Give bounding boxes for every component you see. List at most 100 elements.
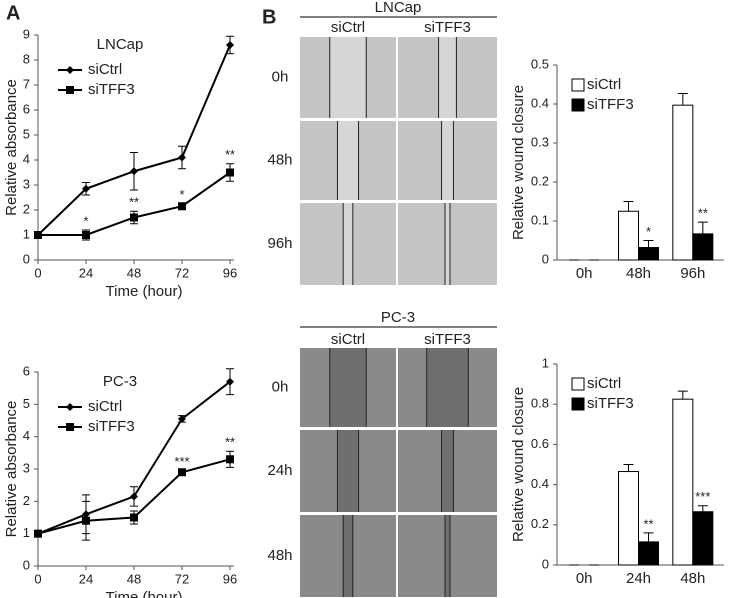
row-label: 96h	[267, 235, 292, 252]
y-tick-label: 0.2	[531, 173, 549, 188]
legend-label: siTFF3	[88, 418, 135, 435]
legend-label: siTFF3	[587, 96, 634, 113]
legend-label: siCtrl	[88, 398, 122, 415]
significance: ***	[695, 489, 710, 504]
chart-title: PC-3	[103, 373, 137, 390]
bar	[672, 398, 694, 566]
wound-gap	[438, 37, 457, 118]
legend-swatch	[571, 377, 585, 391]
point	[226, 41, 234, 49]
x-axis-label: Time (hour)	[106, 589, 183, 598]
legend-label: siCtrl	[587, 375, 621, 392]
micrograph-title: LNCap	[375, 0, 422, 16]
y-tick-label: 0.2	[531, 516, 549, 531]
error-bar	[677, 92, 688, 106]
x-tick-label: 72	[175, 571, 189, 586]
y-tick-label: 1	[23, 226, 30, 241]
y-tick-label: 6	[23, 101, 30, 116]
legend-label: siCtrl	[587, 76, 621, 93]
legend-swatch	[571, 78, 585, 92]
column-label: siTFF3	[424, 331, 471, 348]
point	[34, 529, 42, 538]
bar	[638, 247, 659, 261]
point	[82, 184, 90, 193]
point	[130, 167, 138, 176]
error-bar	[697, 221, 708, 234]
y-tick-label: 2	[23, 201, 30, 216]
y-axis-label: Relative absorbance	[3, 79, 20, 216]
y-axis-label: Relative wound closure	[510, 387, 527, 542]
error-bar	[643, 240, 654, 248]
wound-gap	[337, 121, 359, 200]
point	[34, 231, 42, 239]
y-tick-label: 5	[23, 126, 30, 141]
wound-gap	[329, 348, 367, 427]
y-tick-label: 8	[23, 51, 30, 66]
error-bar	[623, 201, 634, 212]
row-label: 48h	[267, 547, 292, 564]
wound-gap	[445, 203, 450, 285]
y-tick-label: 5	[23, 396, 30, 411]
chart-title: LNCap	[97, 36, 144, 53]
legend-label: siTFF3	[88, 81, 135, 98]
column-label: siCtrl	[331, 331, 365, 348]
point	[82, 231, 90, 239]
x-axis-label: Time (hour)	[106, 283, 183, 300]
point	[130, 492, 138, 501]
x-tick-label: 48h	[680, 570, 705, 587]
y-tick-label: 0.6	[531, 436, 549, 451]
error-bar	[643, 532, 654, 542]
wound-gap	[445, 515, 450, 597]
x-tick-label: 96h	[680, 265, 705, 282]
wound-gap	[337, 430, 359, 512]
row-label: 0h	[272, 68, 289, 85]
legend-marker	[66, 86, 74, 94]
x-tick-label: 48	[127, 571, 141, 586]
wound-gap	[441, 121, 454, 200]
column-label: siCtrl	[331, 19, 365, 36]
y-tick-label: 3	[23, 176, 30, 191]
micrograph-title: PC-3	[381, 309, 415, 326]
wound-gap	[426, 348, 469, 427]
point	[130, 213, 138, 222]
legend-swatch	[571, 397, 585, 411]
legend-marker	[66, 66, 74, 74]
x-tick-label: 96	[223, 265, 237, 280]
significance: **	[129, 195, 139, 210]
legend-label: siCtrl	[88, 61, 122, 78]
bar	[618, 210, 639, 261]
x-tick-label: 0	[34, 571, 41, 586]
significance: **	[225, 147, 235, 162]
point	[226, 377, 234, 386]
x-tick-label: 48	[127, 265, 141, 280]
significance: **	[225, 435, 235, 450]
y-tick-label: 0	[542, 251, 549, 266]
panel-label: A	[6, 2, 20, 24]
y-tick-label: 7	[23, 76, 30, 91]
x-tick-label: 48h	[626, 265, 651, 282]
legend-label: siTFF3	[587, 395, 634, 412]
significance: ***	[174, 454, 189, 469]
y-tick-label: 3	[23, 460, 30, 475]
wound-gap	[343, 203, 353, 285]
y-tick-label: 1	[23, 525, 30, 540]
bar	[618, 471, 639, 566]
x-tick-label: 72	[175, 265, 189, 280]
error-bar	[697, 505, 708, 512]
bar	[672, 104, 694, 261]
panel-label: B	[262, 6, 276, 28]
point	[178, 153, 186, 162]
significance: *	[83, 213, 88, 228]
y-tick-label: 2	[23, 493, 30, 508]
bar	[638, 541, 659, 566]
row-label: 24h	[267, 462, 292, 479]
error-bar	[623, 464, 634, 472]
y-tick-label: 0.8	[531, 396, 549, 411]
y-tick-label: 0.1	[531, 212, 549, 227]
x-tick-label: 0h	[576, 570, 593, 587]
point	[226, 168, 234, 177]
significance: *	[179, 187, 184, 202]
significance: *	[646, 224, 651, 239]
y-axis-label: Relative absorbance	[3, 401, 20, 538]
